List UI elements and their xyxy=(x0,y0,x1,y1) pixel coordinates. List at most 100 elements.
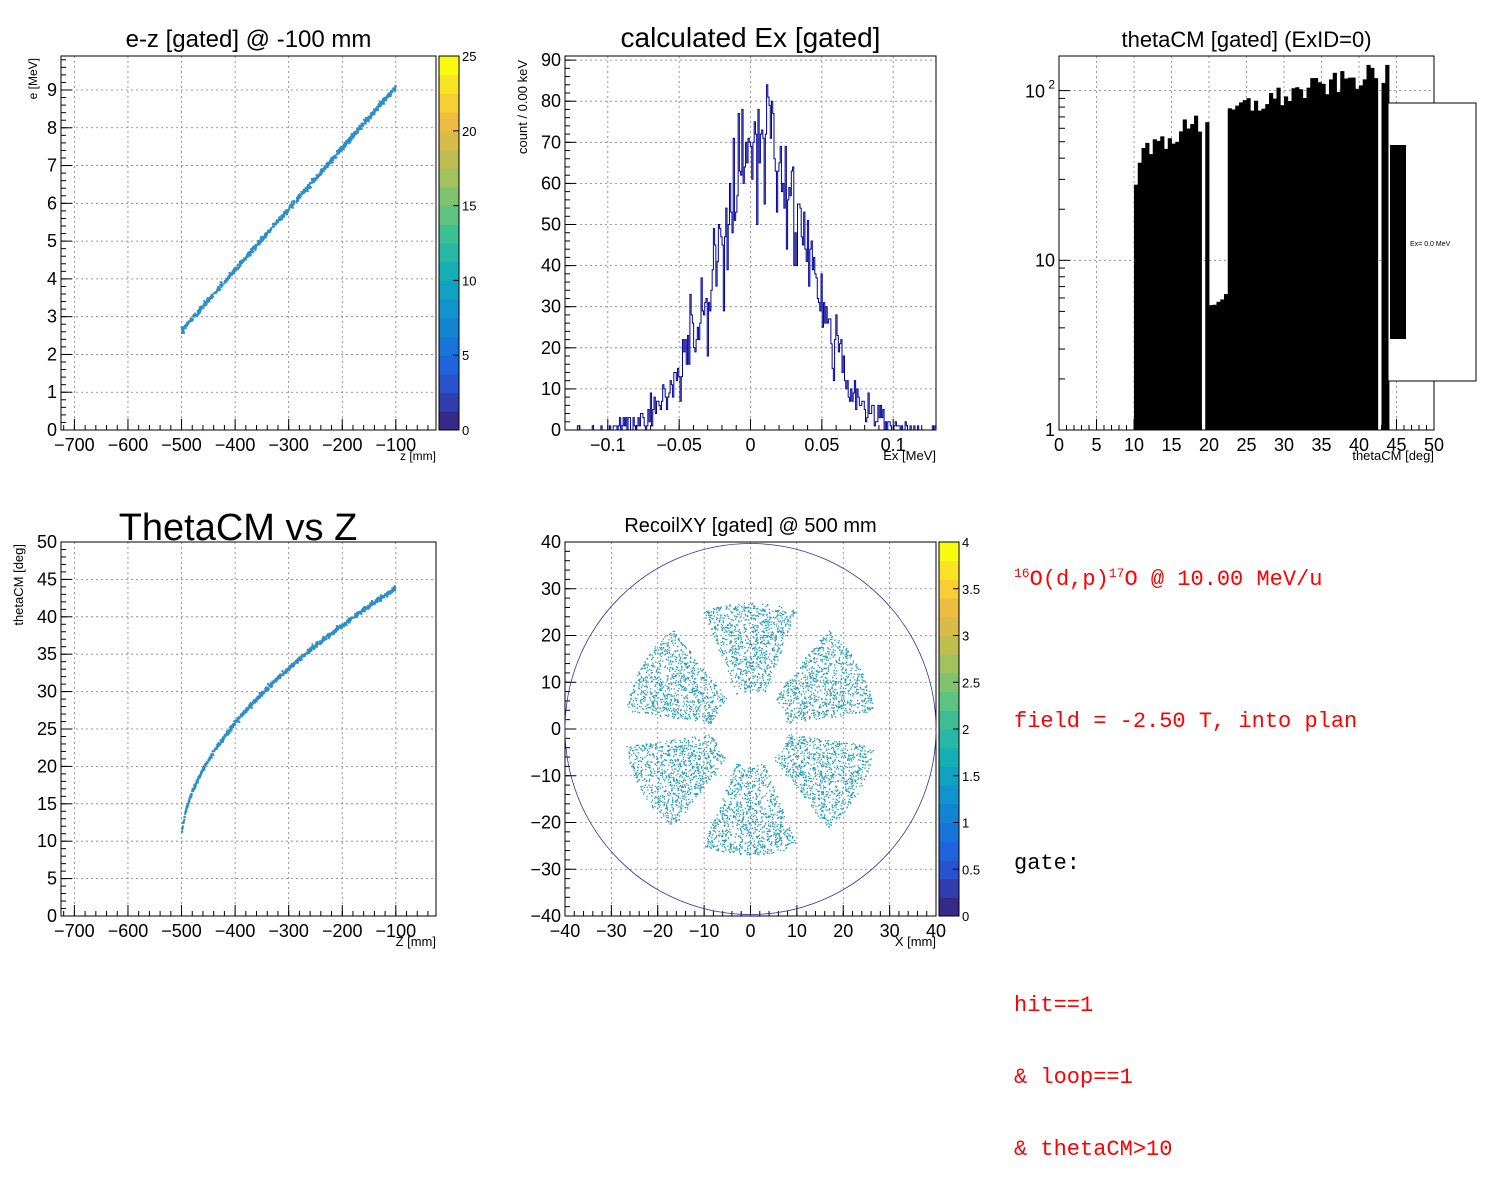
scatter-point xyxy=(629,703,630,704)
scatter-point xyxy=(672,713,673,714)
scatter-point xyxy=(705,735,706,736)
scatter-point xyxy=(664,796,665,797)
scatter-point xyxy=(783,632,784,633)
scatter-point xyxy=(685,678,686,679)
scatter-point xyxy=(735,660,736,661)
scatter-point xyxy=(722,756,723,757)
scatter-point xyxy=(671,683,672,684)
scatter-point xyxy=(378,106,380,108)
scatter-point xyxy=(660,699,661,700)
scatter-point xyxy=(687,792,688,793)
scatter-point xyxy=(670,749,671,750)
scatter-point xyxy=(775,643,776,644)
scatter-point xyxy=(765,659,766,660)
scatter-point xyxy=(759,650,760,651)
scatter-point xyxy=(667,809,668,810)
scatter-point xyxy=(676,650,677,651)
scatter-point xyxy=(659,669,660,670)
scatter-point xyxy=(776,623,777,624)
scatter-point xyxy=(669,671,670,672)
scatter-point xyxy=(674,631,675,632)
scatter-point xyxy=(751,644,752,645)
scatter-point xyxy=(665,771,666,772)
scatter-point xyxy=(717,614,718,615)
scatter-point xyxy=(664,707,665,708)
scatter-point xyxy=(681,643,682,644)
scatter-point xyxy=(738,614,739,615)
scatter-point xyxy=(781,622,782,623)
scatter-point xyxy=(636,745,637,746)
scatter-point xyxy=(342,623,344,625)
scatter-point xyxy=(771,628,772,629)
scatter-point xyxy=(702,743,703,744)
y-tick-label: 10 xyxy=(37,831,57,851)
scatter-point xyxy=(693,777,694,778)
scatter-point xyxy=(632,750,633,751)
scatter-point xyxy=(639,678,640,679)
bar xyxy=(1205,122,1209,430)
scatter-point xyxy=(333,633,335,635)
scatter-point xyxy=(708,613,709,614)
scatter-point xyxy=(645,668,646,669)
scatter-point xyxy=(645,769,646,770)
scatter-point xyxy=(645,685,646,686)
scatter-point xyxy=(671,634,672,635)
scatter-point xyxy=(787,630,788,631)
scatter-point xyxy=(717,629,718,630)
scatter-point xyxy=(704,715,705,716)
scatter-point xyxy=(241,713,243,715)
scatter-point xyxy=(708,615,709,616)
scatter-point xyxy=(782,638,783,639)
scatter-point xyxy=(688,749,689,750)
scatter-point xyxy=(693,714,694,715)
scatter-point xyxy=(674,749,675,750)
scatter-point xyxy=(219,288,221,290)
scatter-point xyxy=(696,688,697,689)
scatter-point xyxy=(644,693,645,694)
scatter-point xyxy=(281,218,283,220)
scatter-point xyxy=(694,716,695,717)
scatter-point xyxy=(696,781,697,782)
scatter-point xyxy=(737,663,738,664)
scatter-point xyxy=(679,768,680,769)
scatter-point xyxy=(688,745,689,746)
scatter-point xyxy=(629,701,630,702)
scatter-point xyxy=(717,640,718,641)
scatter-point xyxy=(694,670,695,671)
scatter-point xyxy=(652,792,653,793)
scatter-point xyxy=(668,650,669,651)
scatter-point xyxy=(654,771,655,772)
scatter-point xyxy=(752,672,753,673)
bar xyxy=(1344,79,1348,430)
scatter-point xyxy=(745,691,746,692)
scatter-point xyxy=(691,756,692,757)
scatter-point xyxy=(216,747,218,749)
scatter-point xyxy=(758,632,759,633)
scatter-point xyxy=(708,715,709,716)
scatter-point xyxy=(732,651,733,652)
scatter-point xyxy=(696,762,697,763)
scatter-point xyxy=(652,662,653,663)
scatter-point xyxy=(708,721,709,722)
scatter-point xyxy=(664,765,665,766)
scatter-point xyxy=(766,619,767,620)
scatter-point xyxy=(680,785,681,786)
scatter-point xyxy=(251,249,253,251)
scatter-point xyxy=(633,703,634,704)
scatter-point xyxy=(751,685,752,686)
scatter-point xyxy=(678,766,679,767)
scatter-point xyxy=(688,665,689,666)
x-tick-label: 0 xyxy=(1054,435,1064,455)
scatter-point xyxy=(744,603,745,604)
scatter-point xyxy=(736,638,737,639)
scatter-point xyxy=(734,666,735,667)
scatter-point xyxy=(692,779,693,780)
scatter-point xyxy=(693,681,694,682)
scatter-point xyxy=(759,683,760,684)
bar xyxy=(1307,88,1311,430)
scatter-point xyxy=(684,669,685,670)
scatter-point xyxy=(641,668,642,669)
scatter-point xyxy=(740,659,741,660)
scatter-point xyxy=(779,653,780,654)
scatter-point xyxy=(780,620,781,621)
